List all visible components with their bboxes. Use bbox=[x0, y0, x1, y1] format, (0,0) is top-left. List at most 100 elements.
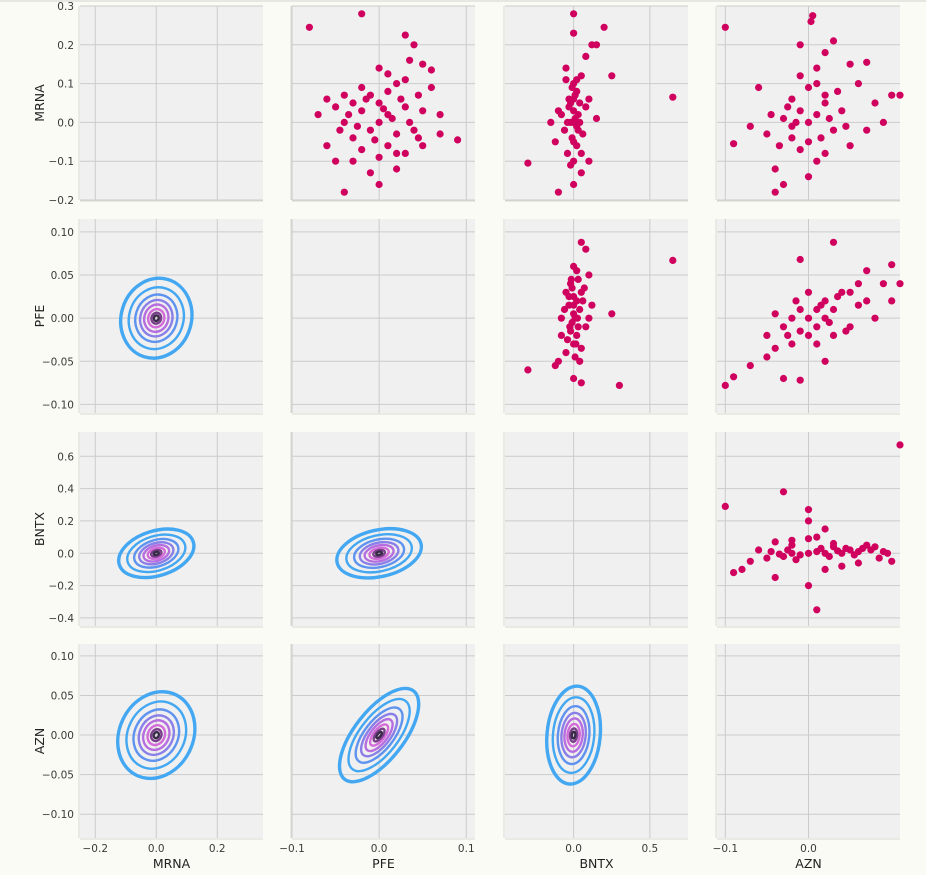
scatter-point-bntx-azn-37 bbox=[817, 544, 825, 553]
scatter-point-pfe-bntx-32 bbox=[571, 353, 579, 361]
xlabel-azn: AZN bbox=[795, 856, 821, 871]
scatter-point-pfe-azn-20 bbox=[821, 357, 829, 365]
scatter-point-mrna-azn-33 bbox=[838, 107, 846, 115]
ytick-label-mrna-5: 0.3 bbox=[57, 1, 74, 13]
scatter-point-mrna-pfe-32 bbox=[393, 130, 401, 138]
scatter-point-mrna-pfe-31 bbox=[366, 126, 374, 134]
scatter-point-mrna-pfe-45 bbox=[353, 122, 361, 130]
scatter-point-bntx-azn-14 bbox=[888, 557, 896, 565]
scatter-point-mrna-pfe-57 bbox=[358, 146, 366, 154]
scatter-point-mrna-bntx-42 bbox=[547, 118, 555, 126]
scatter-point-mrna-azn-39 bbox=[804, 138, 813, 146]
ytick-label-bntx-3: 0.2 bbox=[57, 516, 74, 528]
scatter-point-mrna-azn-26 bbox=[804, 118, 813, 126]
panel-pfe-vs-pfe bbox=[292, 219, 475, 413]
scatter-point-mrna-pfe-19 bbox=[366, 169, 374, 177]
scatter-point-mrna-azn-41 bbox=[792, 118, 800, 126]
scatter-point-bntx-azn-3 bbox=[804, 506, 813, 514]
panel-mrna-vs-pfe bbox=[292, 6, 475, 200]
scatter-point-bntx-azn-2 bbox=[896, 441, 904, 449]
scatter-point-mrna-bntx-30 bbox=[579, 130, 587, 138]
scatter-point-pfe-azn-28 bbox=[779, 323, 788, 331]
scatter-point-mrna-azn-8 bbox=[863, 58, 871, 66]
scatter-point-mrna-pfe-13 bbox=[436, 111, 444, 119]
scatter-point-mrna-azn-47 bbox=[767, 111, 775, 119]
scatter-point-mrna-pfe-0 bbox=[305, 23, 313, 31]
ytick-label-bntx-4: 0.4 bbox=[57, 484, 74, 496]
scatter-point-pfe-azn-16 bbox=[730, 373, 738, 381]
kde-contour-azn-pfe-2 bbox=[354, 706, 404, 764]
scatter-point-bntx-azn-5 bbox=[821, 525, 829, 533]
scatter-point-pfe-bntx-43 bbox=[570, 301, 578, 309]
scatter-point-bntx-azn-4 bbox=[804, 517, 813, 525]
ytick-label-bntx-2: 0.0 bbox=[57, 548, 74, 560]
scatter-point-mrna-azn-36 bbox=[796, 72, 804, 80]
scatter-point-mrna-azn-19 bbox=[771, 165, 779, 173]
kde-contour-pfe-mrna-6 bbox=[150, 311, 163, 325]
xlabel-mrna: MRNA bbox=[153, 856, 191, 871]
scatter-point-mrna-pfe-33 bbox=[358, 107, 366, 115]
kde-contour-azn-mrna-2 bbox=[132, 708, 181, 762]
scatter-point-pfe-bntx-45 bbox=[567, 275, 575, 283]
scatter-point-bntx-azn-47 bbox=[867, 546, 875, 554]
scatter-point-mrna-pfe-43 bbox=[371, 136, 379, 144]
scatter-point-mrna-azn-27 bbox=[813, 111, 821, 119]
scatter-point-mrna-azn-6 bbox=[813, 64, 821, 72]
xtick-label-pfe-2: 0.1 bbox=[458, 843, 475, 855]
scatter-point-mrna-bntx-13 bbox=[576, 99, 584, 107]
scatter-point-mrna-bntx-7 bbox=[582, 52, 590, 61]
kde-contour-bntx-mrna-0 bbox=[117, 527, 196, 580]
scatter-point-mrna-pfe-18 bbox=[332, 157, 340, 165]
scatter-point-mrna-pfe-7 bbox=[375, 64, 383, 72]
xtick-label-mrna-1: 0.0 bbox=[148, 843, 165, 855]
scatter-point-mrna-azn-3 bbox=[796, 41, 804, 49]
scatter-point-mrna-azn-44 bbox=[834, 87, 842, 95]
scatter-point-mrna-pfe-22 bbox=[393, 165, 401, 173]
scatter-point-mrna-azn-37 bbox=[821, 91, 829, 99]
scatter-point-mrna-bntx-25 bbox=[554, 188, 563, 196]
kde-contour-bntx-mrna-1 bbox=[126, 533, 187, 574]
kde-contour-azn-mrna-1 bbox=[125, 700, 188, 770]
scatter-point-mrna-azn-32 bbox=[779, 114, 788, 123]
scatter-point-pfe-azn-34 bbox=[817, 301, 825, 309]
scatter-point-mrna-bntx-23 bbox=[577, 169, 585, 177]
scatter-point-mrna-azn-16 bbox=[763, 130, 771, 138]
scatter-point-mrna-bntx-34 bbox=[574, 111, 582, 119]
scatter-point-mrna-pfe-48 bbox=[414, 134, 422, 142]
scatter-point-mrna-azn-2 bbox=[807, 17, 815, 26]
scatter-point-mrna-azn-15 bbox=[788, 134, 796, 142]
scatter-point-pfe-azn-19 bbox=[796, 376, 804, 384]
scatter-point-mrna-pfe-20 bbox=[375, 180, 383, 189]
xtick-label-bntx-0: 0.0 bbox=[565, 843, 582, 855]
kde-contour-azn-bntx-3 bbox=[560, 711, 588, 759]
scatter-point-mrna-pfe-8 bbox=[384, 70, 392, 78]
scatter-point-mrna-pfe-51 bbox=[366, 91, 374, 99]
scatter-point-pfe-bntx-46 bbox=[573, 314, 582, 322]
scatter-point-mrna-pfe-4 bbox=[406, 56, 414, 64]
kde-contour-azn-pfe-3 bbox=[359, 712, 399, 758]
scatter-point-bntx-azn-28 bbox=[854, 559, 863, 567]
scatter-point-pfe-bntx-20 bbox=[577, 344, 585, 352]
scatter-point-mrna-azn-7 bbox=[846, 60, 854, 68]
scatter-point-pfe-azn-22 bbox=[804, 314, 813, 322]
ytick-label-mrna-2: 0.0 bbox=[57, 117, 74, 129]
scatter-point-pfe-azn-18 bbox=[779, 374, 788, 383]
scatter-point-bntx-azn-1 bbox=[779, 488, 788, 496]
scatter-point-mrna-bntx-33 bbox=[568, 83, 576, 92]
scatter-point-mrna-pfe-6 bbox=[427, 66, 435, 74]
xlabel-bntx: BNTX bbox=[579, 856, 614, 871]
scatter-point-pfe-azn-17 bbox=[721, 381, 729, 389]
scatter-point-mrna-azn-0 bbox=[721, 23, 729, 31]
scatter-point-mrna-bntx-50 bbox=[567, 99, 575, 107]
kde-contour-bntx-pfe-6 bbox=[372, 548, 387, 558]
scatter-point-mrna-azn-21 bbox=[771, 188, 779, 196]
scatter-point-mrna-bntx-27 bbox=[551, 138, 559, 146]
scatter-point-pfe-bntx-15 bbox=[574, 323, 582, 331]
kde-contour-pfe-mrna-3 bbox=[138, 298, 174, 338]
xtick-label-pfe-0: −0.1 bbox=[279, 843, 305, 855]
scatter-point-mrna-bntx-36 bbox=[570, 138, 578, 146]
scatter-point-bntx-azn-21 bbox=[738, 565, 746, 574]
scatter-point-mrna-bntx-40 bbox=[563, 118, 572, 126]
scatter-point-mrna-bntx-8 bbox=[562, 64, 570, 72]
scatter-point-pfe-azn-38 bbox=[834, 293, 842, 301]
